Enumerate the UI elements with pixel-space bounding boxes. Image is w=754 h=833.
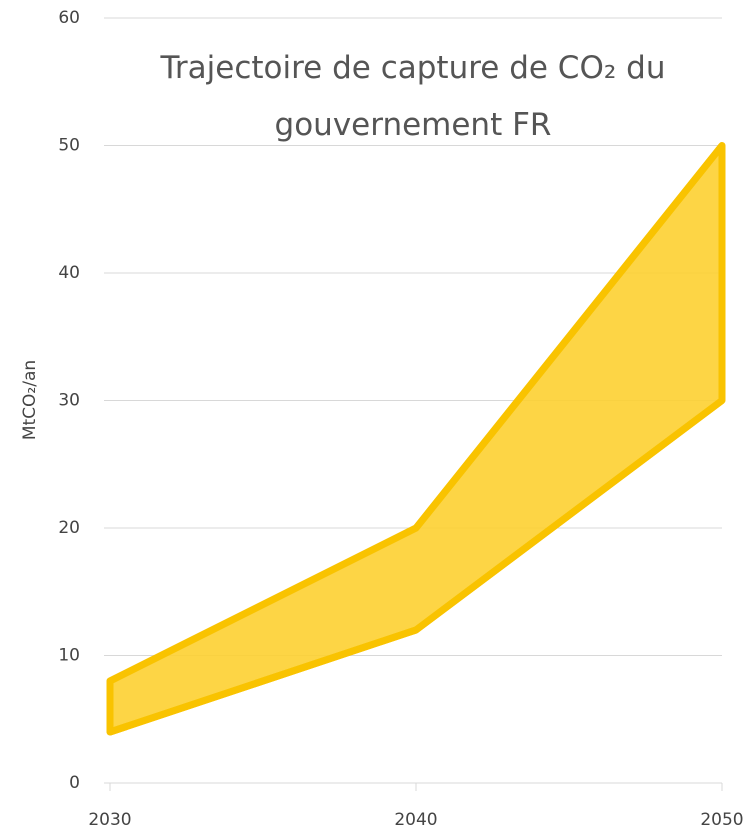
- y-tick-label: 30: [58, 391, 80, 411]
- y-tick-label: 10: [58, 646, 80, 666]
- y-tick-label: 50: [58, 136, 80, 156]
- x-tick-label: 2030: [88, 810, 131, 830]
- range-fill: [106, 142, 726, 736]
- y-tick-label: 0: [69, 773, 80, 793]
- y-tick-label: 20: [58, 518, 80, 538]
- y-tick-label: 60: [58, 8, 80, 28]
- x-tick-label: 2050: [700, 810, 743, 830]
- range-line: [108, 397, 725, 736]
- y-tick-label: 40: [58, 263, 80, 283]
- y-axis-label: MtCO₂/an: [20, 360, 40, 440]
- range-line: [108, 143, 725, 685]
- x-tick-label: 2040: [394, 810, 437, 830]
- chart-title: Trajectoire de capture de CO₂ du gouvern…: [160, 50, 666, 143]
